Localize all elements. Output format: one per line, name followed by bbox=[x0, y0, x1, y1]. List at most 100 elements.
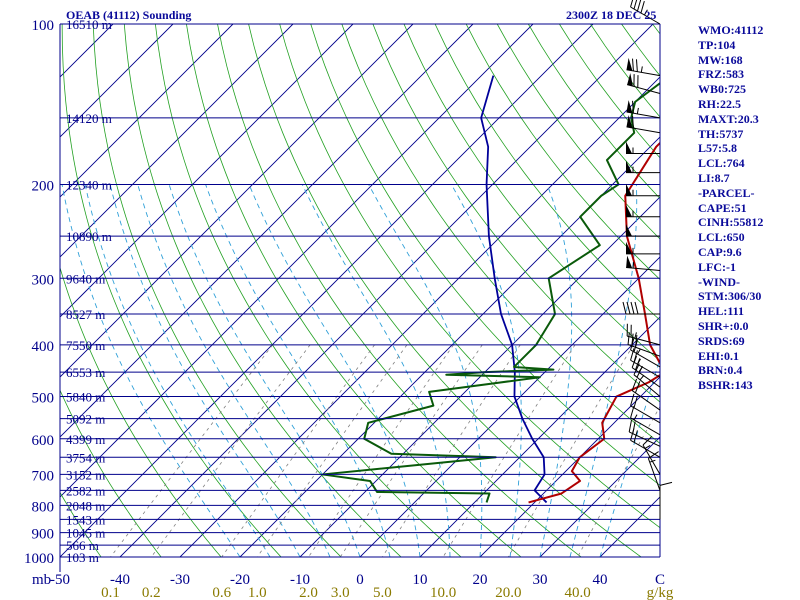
indices-panel: WMO:41112 TP:104 MW:168 FRZ:583 WB0:725 RH:22… bbox=[698, 23, 798, 393]
index-item: LI:8.7 bbox=[698, 170, 730, 185]
index-item: -WIND- bbox=[698, 274, 740, 289]
height-label: 14120 m bbox=[66, 111, 112, 126]
index-item: RH:22.5 bbox=[698, 96, 741, 111]
wind-barb bbox=[626, 160, 660, 174]
temperature-tick-label: -30 bbox=[170, 572, 190, 588]
wind-barb bbox=[633, 363, 661, 397]
height-label: 12340 m bbox=[66, 177, 112, 192]
wind-barb bbox=[622, 301, 660, 315]
index-item: WMO:41112 bbox=[698, 23, 764, 37]
mixing-ratio-line bbox=[221, 344, 375, 557]
moist-adiabat-line bbox=[168, 184, 361, 557]
wind-barb bbox=[626, 241, 660, 255]
pressure-tick-label: 100 bbox=[32, 18, 55, 34]
y-axis-unit: mb bbox=[32, 572, 51, 588]
pressure-tick-label: 200 bbox=[32, 178, 55, 194]
wind-barb bbox=[627, 73, 661, 94]
height-label: 5840 m bbox=[66, 390, 105, 405]
wind-barb bbox=[630, 0, 661, 25]
dry-adiabat-line bbox=[92, 24, 342, 557]
wind-barb bbox=[626, 115, 661, 134]
wind-barb bbox=[626, 57, 661, 77]
index-item: LCL:764 bbox=[698, 156, 745, 171]
temperature-tick-label: 20 bbox=[473, 572, 488, 588]
index-item: LFC:-1 bbox=[698, 259, 736, 274]
temperature-tick-label: 10 bbox=[413, 572, 428, 588]
wind-barb bbox=[647, 451, 661, 491]
pressure-tick-label: 500 bbox=[32, 391, 55, 407]
dry-adiabat-line bbox=[123, 24, 402, 557]
height-label: 566 m bbox=[66, 538, 99, 553]
index-item: EHI:0.1 bbox=[698, 348, 740, 363]
mixing-ratio-line bbox=[339, 344, 483, 557]
wind-barb bbox=[630, 337, 661, 368]
temperature-tick-label: -40 bbox=[110, 572, 130, 588]
pressure-tick-label: 1000 bbox=[24, 551, 54, 567]
index-item: BRN:0.4 bbox=[698, 363, 743, 378]
pressure-tick-label: 700 bbox=[32, 468, 55, 484]
isotherm-line bbox=[239, 136, 660, 557]
wind-barb bbox=[626, 141, 660, 155]
wind-barb bbox=[659, 481, 673, 520]
pressure-tick-label: 300 bbox=[32, 272, 55, 288]
height-label: 8527 m bbox=[66, 307, 105, 322]
mixing-ratio-tick-label: 1.0 bbox=[248, 585, 267, 600]
mixing-ratio-tick-label: 0.6 bbox=[212, 585, 231, 600]
dry-adiabat-line bbox=[60, 266, 222, 557]
height-label: 7550 m bbox=[66, 338, 105, 353]
temperature-tick-label: 0 bbox=[356, 572, 364, 588]
index-item: CAPE:51 bbox=[698, 200, 747, 215]
wind-barb bbox=[630, 405, 661, 436]
mixing-ratio-tick-label: 5.0 bbox=[373, 585, 392, 600]
index-item: CINH:55812 bbox=[698, 215, 764, 230]
moist-adiabat-line bbox=[599, 356, 660, 557]
index-item: BSHR:143 bbox=[698, 378, 753, 393]
mixing-ratio-unit: g/kg bbox=[647, 585, 674, 600]
height-label: 1543 m bbox=[66, 512, 105, 527]
wind-barb bbox=[630, 393, 661, 424]
wind-barb bbox=[626, 183, 660, 197]
wind-barb bbox=[626, 204, 660, 218]
moist-adiabat-line bbox=[84, 184, 271, 557]
moist-adiabat-line bbox=[61, 184, 241, 557]
index-item: -PARCEL- bbox=[698, 185, 755, 200]
wind-barb bbox=[626, 100, 661, 119]
pressure-tick-label: 400 bbox=[32, 339, 55, 355]
wind-barb bbox=[626, 224, 660, 237]
wind-barb bbox=[631, 378, 661, 411]
mixing-ratio-tick-label: 3.0 bbox=[331, 585, 350, 600]
index-item: SRDS:69 bbox=[698, 333, 745, 348]
height-label: 1045 m bbox=[66, 526, 105, 541]
height-label: 9640 m bbox=[66, 271, 105, 286]
mixing-ratio-tick-label: 40.0 bbox=[565, 585, 591, 600]
temperature-tick-label: C bbox=[655, 572, 665, 588]
index-item: L57:5.8 bbox=[698, 141, 737, 156]
moist-adiabat-line bbox=[109, 184, 301, 557]
index-item: SHR+:0.0 bbox=[698, 318, 749, 333]
index-item: LCL:650 bbox=[698, 230, 745, 245]
mixing-ratio-tick-label: 10.0 bbox=[430, 585, 456, 600]
dry-adiabat-line bbox=[310, 24, 660, 486]
chart-title: OEAB (41112) Sounding bbox=[66, 8, 192, 22]
index-item: STM:306/30 bbox=[698, 289, 762, 304]
height-label: 3152 m bbox=[66, 467, 105, 482]
temperature-tick-label: 40 bbox=[593, 572, 608, 588]
dry-adiabat-line bbox=[186, 24, 522, 557]
index-item: MAXT:20.3 bbox=[698, 111, 759, 126]
height-label: 6553 m bbox=[66, 365, 105, 380]
index-item: WB0:725 bbox=[698, 82, 746, 97]
height-label: 3754 m bbox=[66, 450, 105, 465]
wind-barb bbox=[642, 436, 661, 475]
pressure-tick-label: 600 bbox=[32, 433, 55, 449]
temperature-tick-label: -20 bbox=[230, 572, 250, 588]
pressure-tick-label: 900 bbox=[32, 527, 55, 543]
mixing-ratio-tick-label: 0.1 bbox=[101, 585, 120, 600]
observation-time: 2300Z 18 DEC 25 bbox=[566, 8, 657, 22]
mixing-ratio-tick-label: 2.0 bbox=[299, 585, 318, 600]
wind-barb bbox=[626, 255, 661, 271]
temperature-tick-label: 30 bbox=[533, 572, 548, 588]
pressure-tick-label: 800 bbox=[32, 499, 55, 515]
mixing-ratio-tick-label: 20.0 bbox=[495, 585, 521, 600]
index-item: HEL:111 bbox=[698, 304, 745, 319]
